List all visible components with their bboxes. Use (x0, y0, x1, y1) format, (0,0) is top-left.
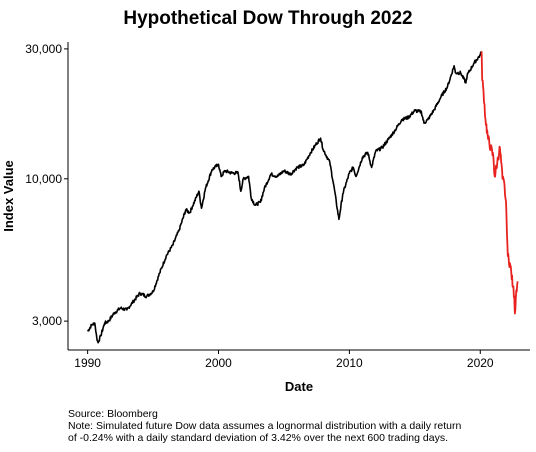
y-tick-label: 10,000 (25, 172, 62, 186)
x-tick-label: 2010 (336, 356, 363, 370)
x-axis: 1990 2000 2010 2020 (68, 349, 530, 370)
chart-title: Hypothetical Dow Through 2022 (123, 8, 413, 29)
simulated-series-line (480, 51, 519, 315)
x-tick-label: 2020 (467, 356, 494, 370)
historical-series-line (86, 51, 483, 344)
note-line-2: of -0.24% with a daily standard deviatio… (68, 432, 448, 444)
note-line-1: Note: Simulated future Dow data assumes … (68, 420, 462, 432)
y-tick-label: 30,000 (25, 42, 62, 56)
y-axis: 3,000 10,000 30,000 (25, 42, 69, 350)
x-tick-label: 1990 (74, 356, 101, 370)
x-axis-title: Date (285, 379, 313, 394)
series-group (86, 51, 519, 344)
footnote: Source: Bloomberg Note: Simulated future… (68, 408, 461, 444)
x-tick-label: 2000 (205, 356, 232, 370)
y-tick-label: 3,000 (32, 314, 62, 328)
source-note: Source: Bloomberg (68, 408, 158, 420)
y-axis-title: Index Value (1, 160, 16, 232)
